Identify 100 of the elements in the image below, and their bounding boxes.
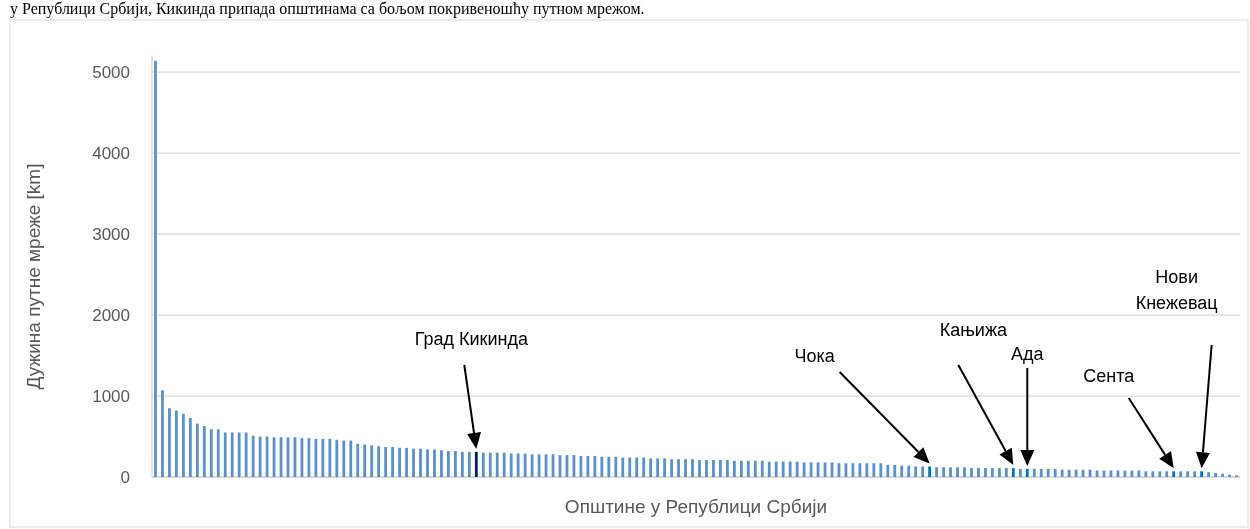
bar [663,458,667,477]
y-tick-label: 1000 [92,386,130,406]
bar [391,447,395,477]
bar [209,429,213,477]
bar [774,461,778,477]
bar [1067,469,1071,477]
bar [426,449,429,477]
bar [363,444,367,477]
bar [886,464,890,477]
bar [509,453,513,477]
bar [216,429,220,477]
bar [997,468,1001,477]
bar [335,439,339,477]
bar [956,467,959,477]
bar [677,459,680,477]
bar [1018,468,1022,477]
bar [719,460,722,477]
bar [321,438,325,477]
bar [488,452,492,477]
bar [635,457,639,477]
bar [1221,473,1224,477]
bar [1011,468,1015,477]
bar [237,432,241,477]
bar [1039,468,1043,477]
bar [384,447,388,477]
bar [370,445,374,477]
bar [600,456,604,477]
bar [453,451,457,477]
y-tick-label: 2000 [92,306,130,326]
bar [949,467,952,477]
bar [879,463,883,477]
bar [1032,468,1036,477]
bar [914,466,918,477]
bar [1060,469,1064,477]
bar [349,440,353,477]
bar [746,460,750,477]
bar [942,467,945,477]
bar [1046,468,1050,477]
bar [963,467,966,477]
bar [1186,471,1190,477]
bar [1200,471,1204,477]
bar [168,408,171,477]
bar [481,452,485,477]
bar [188,417,192,477]
bar [614,456,618,477]
bar [251,435,255,477]
bar [684,459,687,477]
bar [907,465,911,477]
bar [405,447,408,477]
bar [656,458,660,477]
bar [732,460,736,477]
bar [195,423,199,477]
bar [495,452,499,477]
bar [991,468,994,477]
bar [593,455,597,477]
bar [767,461,771,477]
bar [977,468,980,477]
y-tick-label: 0 [120,467,130,487]
bar [328,438,332,477]
text: у Републици Србији, Кикинда припада општинама са бољом покривеношћу путном мрежом. [10,0,645,18]
bar [1151,471,1155,477]
bar [628,457,632,477]
bar [1158,471,1162,477]
y-tick-label: 3000 [92,225,130,245]
annotation: Нови Кнежевац [1135,267,1218,313]
bar [621,457,625,477]
bar [725,460,729,477]
y-tick-label: 4000 [92,144,130,164]
annotation: Ада [1011,344,1045,364]
bar [202,425,206,477]
bar [1137,470,1141,477]
bar [607,456,611,477]
bar [760,460,764,477]
annotation: Сента [1083,366,1136,386]
x-axis-title: Општине у Републици Србији [564,496,828,517]
y-tick-label: 5000 [92,63,130,83]
bar [1004,468,1008,477]
bar [921,466,925,477]
bar [1025,468,1029,477]
bar [161,390,164,477]
bar [460,451,464,477]
bar [1214,472,1217,477]
bar [1144,471,1148,477]
bar [412,448,415,477]
bar [230,432,234,477]
bar [1193,471,1197,477]
bar [788,461,792,477]
bar [739,460,743,477]
annotation: Кањижа [939,320,1008,340]
bar [433,449,436,477]
bar [712,460,715,477]
bar [872,463,876,477]
bar [705,460,708,477]
bar [893,464,897,477]
bar [516,453,520,477]
bar [398,447,401,477]
annotation: Град Кикинда [414,329,529,349]
bar [649,458,653,477]
bar [154,60,157,477]
bar [1179,471,1183,477]
